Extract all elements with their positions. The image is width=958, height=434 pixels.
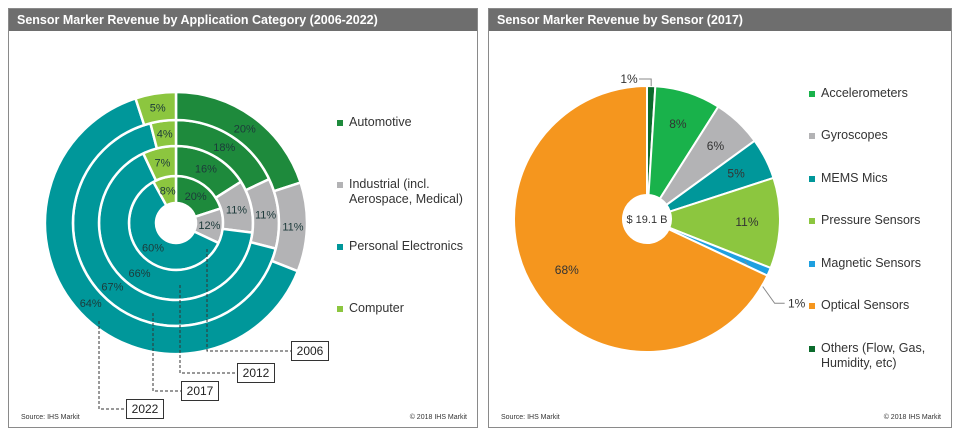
- legend-item: Personal Electronics: [337, 239, 479, 254]
- right-source: Source: IHS Markit: [501, 414, 560, 421]
- data-label: 6%: [707, 139, 725, 153]
- legend-label: Pressure Sensors: [821, 213, 921, 227]
- legend-label: Automotive: [349, 115, 412, 129]
- legend-label: Others (Flow, Gas, Humidity, etc): [821, 341, 926, 370]
- legend-item: Automotive: [337, 115, 479, 130]
- legend-label: Accelerometers: [821, 86, 908, 100]
- legend-swatch: [809, 176, 815, 182]
- legend-swatch: [337, 306, 343, 312]
- legend-swatch: [809, 91, 815, 97]
- data-label: 60%: [142, 242, 164, 254]
- legend-item: Gyroscopes: [809, 128, 946, 143]
- data-label: 5%: [727, 167, 745, 181]
- left-source: Source: IHS Markit: [21, 414, 80, 421]
- data-label: 7%: [155, 157, 171, 169]
- legend-swatch: [809, 303, 815, 309]
- donut-hole: [623, 195, 671, 243]
- legend-label: Industrial (incl. Aerospace, Medical): [349, 177, 463, 206]
- legend-item: Magnetic Sensors: [809, 256, 946, 271]
- data-label: 18%: [213, 142, 235, 154]
- left-chart-title: Sensor Marker Revenue by Application Cat…: [9, 9, 477, 31]
- ring-2022-slice-2: [43, 96, 300, 356]
- ring-2022-slice-3: [133, 90, 178, 127]
- right-chart-title: Sensor Marker Revenue by Sensor (2017): [489, 9, 951, 31]
- legend-item: Accelerometers: [809, 86, 946, 101]
- data-label: 66%: [129, 268, 151, 280]
- year-label-2017: 2017: [181, 381, 219, 401]
- data-label: 11%: [282, 222, 303, 234]
- data-label: 12%: [198, 220, 220, 232]
- legend-swatch: [809, 261, 815, 267]
- data-label: 1%: [620, 72, 638, 86]
- data-label: 8%: [669, 117, 687, 131]
- legend-swatch: [809, 346, 815, 352]
- legend-item: Industrial (incl. Aerospace, Medical): [337, 177, 479, 207]
- year-label-2006: 2006: [291, 341, 329, 361]
- leader-line: [206, 249, 291, 352]
- legend-label: Personal Electronics: [349, 239, 463, 253]
- year-label-2012: 2012: [237, 363, 275, 383]
- right-panel: Sensor Marker Revenue by Sensor (2017) 1…: [488, 8, 952, 428]
- legend-item: Optical Sensors: [809, 298, 946, 313]
- leader-line: [639, 78, 652, 87]
- data-label: 11%: [226, 204, 247, 216]
- legend-item: Computer: [337, 301, 479, 316]
- legend-item: MEMS Mics: [809, 171, 946, 186]
- donut-chart: 1% 8% 6%5% 11% 1% 68% $ 19.1 B: [513, 72, 806, 353]
- legend-label: Magnetic Sensors: [821, 256, 922, 270]
- data-label: 8%: [160, 186, 176, 198]
- legend-swatch: [337, 244, 343, 250]
- data-label: 20%: [185, 191, 207, 203]
- data-label: 67%: [101, 282, 123, 294]
- right-copyright: © 2018 IHS Markit: [883, 414, 941, 421]
- data-label: 1%: [788, 296, 806, 310]
- leader-line: [98, 321, 126, 410]
- data-label: 5%: [150, 102, 166, 114]
- left-panel: Sensor Marker Revenue by Application Cat…: [8, 8, 478, 428]
- legend-label: Optical Sensors: [821, 298, 910, 312]
- data-label: 11%: [735, 215, 758, 229]
- legend-swatch: [809, 133, 815, 139]
- legend-swatch: [809, 218, 815, 224]
- legend-label: Computer: [349, 301, 404, 315]
- legend-swatch: [337, 182, 343, 188]
- data-label: 20%: [234, 123, 256, 135]
- data-label: 64%: [80, 298, 102, 310]
- left-copyright: © 2018 IHS Markit: [409, 414, 467, 421]
- legend-item: Others (Flow, Gas, Humidity, etc): [809, 341, 946, 371]
- legend-label: MEMS Mics: [821, 171, 888, 185]
- legend-label: Gyroscopes: [821, 128, 888, 142]
- leader-line: [179, 285, 237, 374]
- center-total-label: $ 19.1 B: [627, 214, 668, 226]
- legend-swatch: [337, 120, 343, 126]
- year-label-2022: 2022: [126, 399, 164, 419]
- data-label: 4%: [157, 129, 173, 141]
- leader-line: [152, 313, 181, 392]
- nested-donut-chart: 20% 12% 60% 8% 16% 11% 66% 7% 18% 11% 67% 4% 20% 11% 6…: [43, 90, 309, 410]
- data-label: 11%: [255, 210, 276, 222]
- data-label: 16%: [195, 164, 217, 176]
- legend-item: Pressure Sensors: [809, 213, 946, 228]
- data-label: 68%: [555, 263, 579, 277]
